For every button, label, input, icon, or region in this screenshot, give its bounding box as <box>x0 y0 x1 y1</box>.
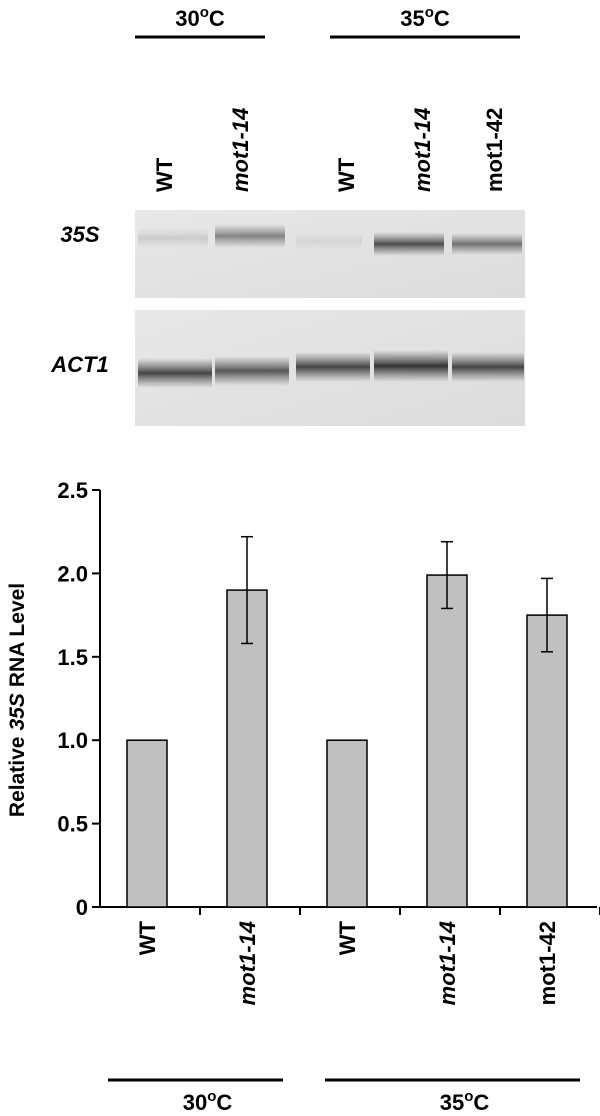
y-label-part: Relative <box>6 737 29 818</box>
group-degree: o <box>464 1088 473 1105</box>
y-label-part: RNA Level <box>6 583 29 687</box>
group-unit: C <box>434 6 450 31</box>
x-tick-label: mot1-42 <box>535 921 560 1005</box>
row-label: ACT1 <box>50 352 108 377</box>
group-number: 30 <box>175 6 199 31</box>
bar <box>126 739 168 908</box>
error-bar <box>441 540 453 610</box>
group-unit: C <box>209 6 225 31</box>
x-tick-label: mot1-14 <box>235 921 260 1005</box>
group-number: 35 <box>440 1090 464 1115</box>
group-label: 30oC <box>183 1088 233 1115</box>
y-tick-label: 0 <box>76 895 88 920</box>
x-tick-label: WT <box>335 920 360 955</box>
lane-label: mot1-14 <box>410 108 435 192</box>
y-axis-label: Relative 35S RNA Level <box>6 583 29 817</box>
bar <box>526 614 568 908</box>
error-bar <box>541 577 553 653</box>
group-degree: o <box>207 1088 216 1105</box>
y-tick-label: 2.0 <box>57 561 88 586</box>
y-tick-label: 2.5 <box>57 478 88 503</box>
blot-act1 <box>135 310 525 426</box>
lane-label: WT <box>152 157 177 192</box>
group-unit: C <box>473 1090 489 1115</box>
group-label: 30oC <box>175 4 225 31</box>
y-tick-label: 1.0 <box>57 728 88 753</box>
group-label: 35oC <box>400 4 450 31</box>
y-tick-label: 1.5 <box>57 645 88 670</box>
row-label: 35S <box>60 222 99 247</box>
group-degree: o <box>425 4 434 21</box>
error-bar <box>241 535 253 645</box>
lane-label: WT <box>334 157 359 192</box>
bar <box>326 739 368 908</box>
group-label: 35oC <box>440 1088 490 1115</box>
lane-label: mot1-14 <box>228 108 253 192</box>
y-label-part: 35S <box>6 693 29 730</box>
lane-label: mot1-42 <box>482 108 507 192</box>
y-tick-label: 0.5 <box>57 812 88 837</box>
group-degree: o <box>200 4 209 21</box>
x-tick-label: WT <box>135 920 160 955</box>
x-tick-label: mot1-14 <box>435 921 460 1005</box>
blot-35s <box>135 210 525 298</box>
bar <box>426 574 468 908</box>
group-number: 35 <box>400 6 424 31</box>
group-number: 30 <box>183 1090 207 1115</box>
group-unit: C <box>216 1090 232 1115</box>
